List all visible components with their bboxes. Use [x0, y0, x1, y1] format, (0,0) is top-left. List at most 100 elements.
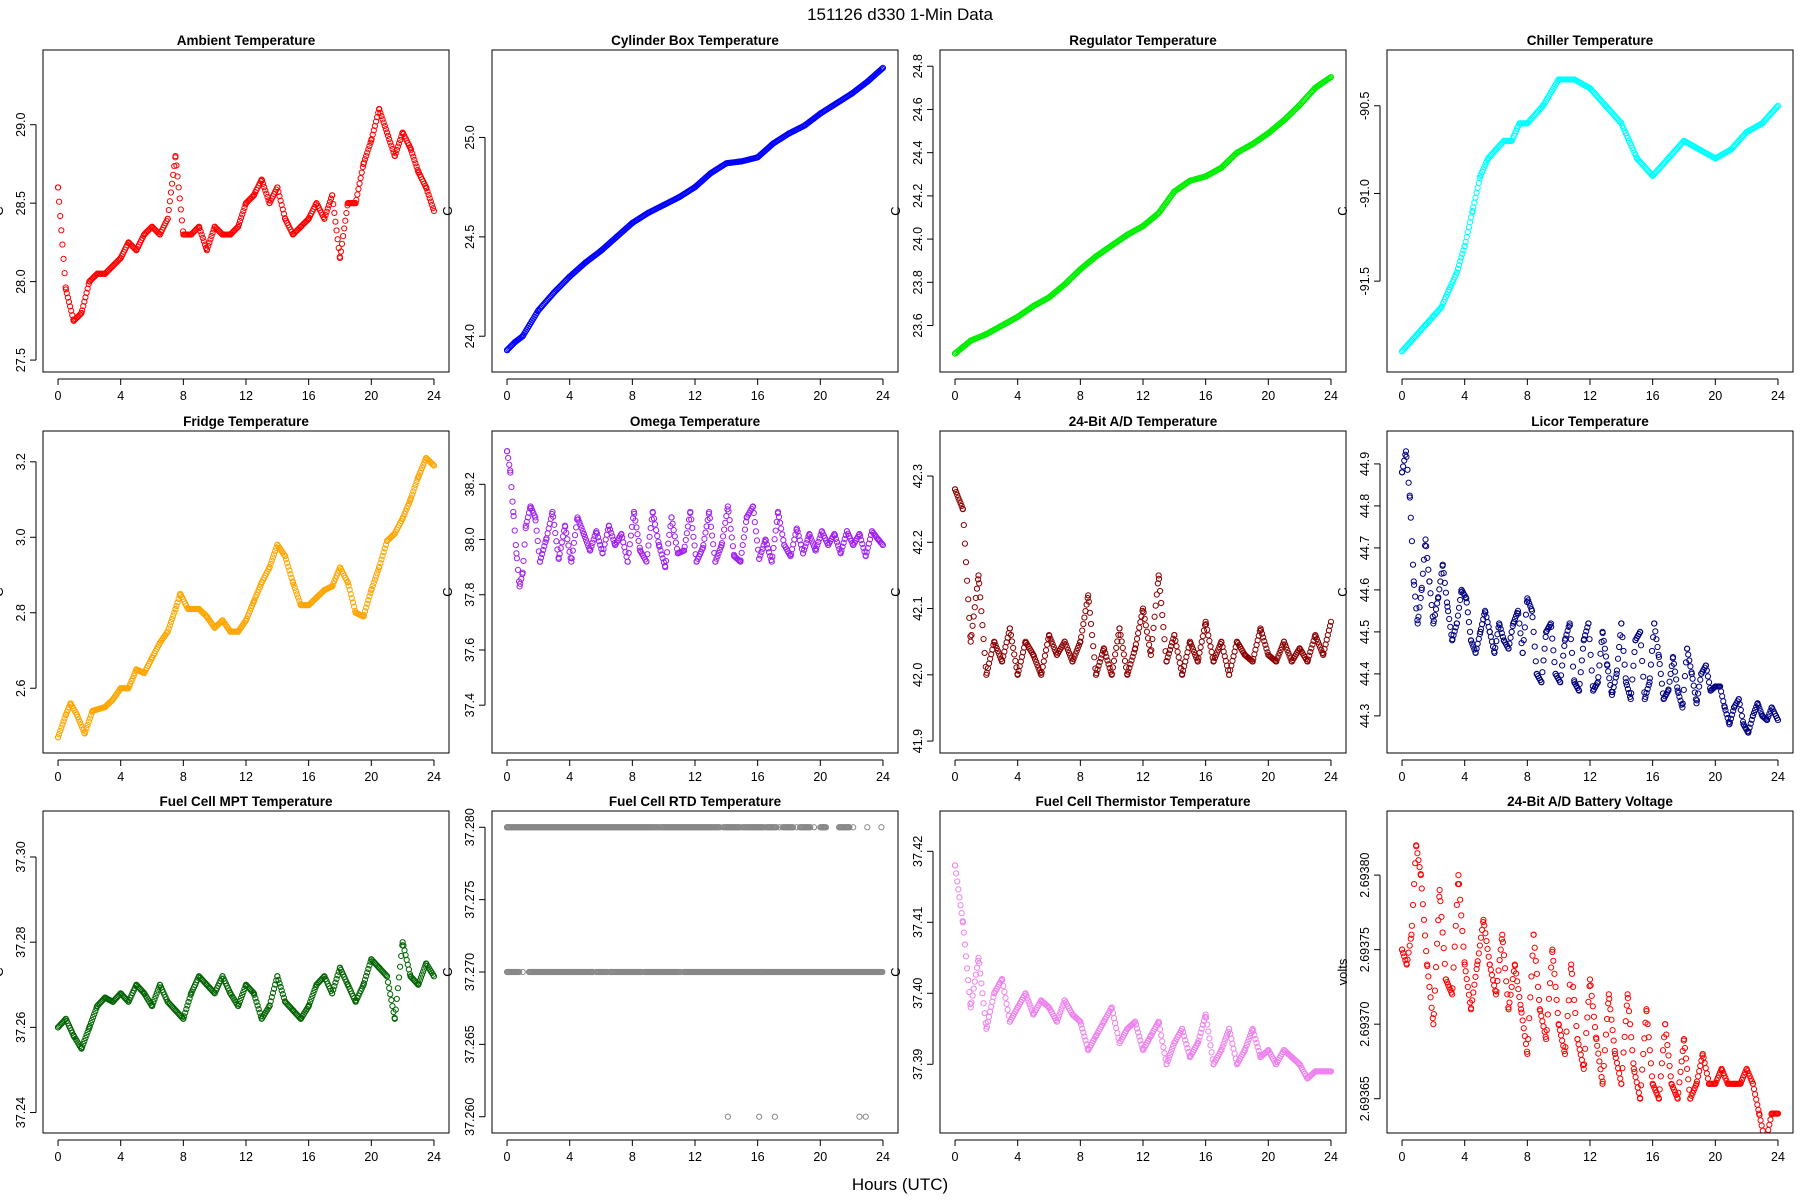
data-point — [1198, 1025, 1205, 1032]
data-point — [835, 542, 842, 549]
data-point — [1079, 627, 1086, 634]
data-point — [327, 195, 335, 202]
data-point — [84, 285, 91, 292]
data-point — [1559, 662, 1566, 669]
data-point — [1578, 657, 1585, 664]
data-point — [512, 541, 519, 549]
data-points — [503, 64, 887, 354]
data-point — [688, 516, 695, 523]
y-tick-label: 37.24 — [14, 1097, 28, 1128]
y-tick-label: 44.4 — [1358, 662, 1372, 686]
data-point — [1058, 1006, 1065, 1013]
data-point — [150, 999, 157, 1006]
data-point — [410, 488, 417, 495]
data-point — [1556, 678, 1564, 685]
data-points — [1398, 448, 1782, 736]
data-point — [1703, 667, 1710, 674]
data-point — [1184, 1045, 1191, 1052]
data-point — [778, 525, 785, 532]
y-tick-label: 42.1 — [911, 596, 925, 620]
data-point — [532, 517, 539, 524]
data-point — [60, 718, 67, 725]
data-point — [961, 941, 969, 948]
x-tick-label: 8 — [1524, 770, 1531, 784]
x-tick-label: 12 — [1136, 770, 1150, 784]
data-point — [1453, 269, 1460, 276]
data-point — [1312, 633, 1319, 640]
data-point — [719, 533, 727, 540]
page-title: 151126 d330 1-Min Data — [807, 5, 993, 24]
data-point — [205, 242, 212, 250]
data-point — [239, 211, 246, 218]
data-point — [993, 644, 1000, 652]
data-point — [428, 460, 436, 467]
y-axis: 44.344.444.544.644.744.844.9 — [1358, 452, 1381, 728]
data-point — [343, 209, 350, 217]
data-points — [54, 939, 438, 1052]
y-tick-label: 2.8 — [14, 604, 28, 621]
data-point — [513, 550, 520, 557]
data-point — [1616, 643, 1623, 651]
data-point — [197, 228, 204, 235]
data-point — [1756, 705, 1763, 712]
data-point — [542, 539, 549, 546]
data-point — [1671, 668, 1679, 675]
data-point — [1403, 453, 1410, 460]
plot-frame — [491, 430, 899, 754]
data-point — [290, 581, 297, 588]
data-point — [1620, 647, 1627, 655]
data-point — [1507, 634, 1514, 641]
data-point — [278, 201, 285, 209]
data-point — [367, 589, 374, 596]
data-point — [1650, 634, 1657, 641]
data-point — [1095, 662, 1102, 669]
data-point — [1404, 466, 1411, 473]
data-point — [1072, 650, 1079, 657]
data-point — [383, 973, 391, 980]
y-tick-label: 24.4 — [911, 140, 925, 164]
data-point — [281, 552, 289, 560]
data-point — [1117, 631, 1124, 639]
data-point — [1441, 579, 1448, 587]
data-point — [1171, 631, 1178, 639]
data-point — [308, 995, 315, 1002]
data-point — [306, 1001, 313, 1008]
data-point — [1071, 653, 1078, 660]
data-point — [1722, 707, 1729, 714]
data-point — [1757, 708, 1764, 715]
data-point — [1400, 463, 1407, 470]
data-point — [1304, 656, 1312, 663]
data-point — [973, 585, 981, 592]
data-point — [1446, 615, 1453, 623]
data-point — [576, 519, 583, 526]
data-point — [1084, 595, 1091, 602]
data-point — [397, 963, 404, 970]
data-point — [662, 557, 670, 565]
data-point — [1326, 622, 1334, 629]
data-point — [54, 184, 62, 191]
data-point — [1061, 638, 1068, 645]
data-point — [559, 533, 567, 540]
data-point — [1519, 649, 1526, 656]
y-tick-label: 44.3 — [1358, 704, 1372, 728]
data-point — [715, 549, 722, 557]
data-point — [356, 180, 363, 187]
x-tick-label: 24 — [1324, 1150, 1338, 1164]
data-points — [1398, 76, 1782, 355]
data-point — [1023, 992, 1030, 999]
data-point — [1673, 676, 1680, 683]
data-point — [422, 962, 429, 969]
data-point — [533, 527, 540, 534]
data-point — [762, 537, 769, 544]
data-point — [980, 635, 987, 643]
data-point — [1584, 624, 1591, 631]
plot-frame — [939, 810, 1347, 1134]
data-point — [1582, 632, 1589, 639]
panel-title: Fuel Cell Thermistor Temperature — [1035, 794, 1251, 809]
data-point — [1691, 689, 1698, 696]
plot-frame — [42, 430, 450, 754]
data-point — [1195, 655, 1202, 662]
data-point — [1576, 680, 1583, 688]
data-point — [354, 191, 361, 198]
data-point — [1508, 628, 1515, 635]
